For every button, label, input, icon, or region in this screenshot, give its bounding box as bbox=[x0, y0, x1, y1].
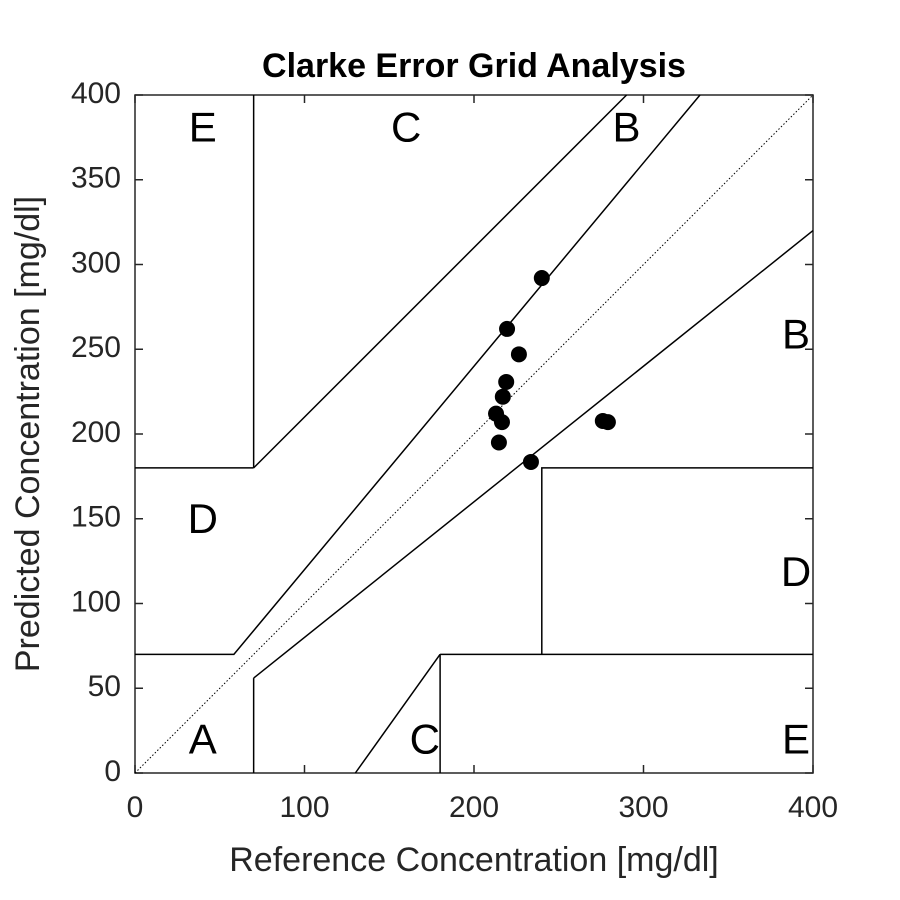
y-tick-label: 150 bbox=[71, 501, 121, 534]
data-point bbox=[498, 373, 515, 390]
zone-boundary bbox=[135, 94, 701, 656]
y-tick-label: 100 bbox=[71, 585, 121, 618]
data-point bbox=[499, 320, 516, 337]
y-tick-label: 250 bbox=[71, 331, 121, 364]
data-point bbox=[599, 414, 616, 431]
data-point bbox=[510, 346, 527, 363]
zone-label: C bbox=[410, 716, 440, 763]
x-tick-label: 100 bbox=[279, 791, 329, 824]
y-tick-label: 50 bbox=[88, 670, 121, 703]
y-tick-label: 300 bbox=[71, 246, 121, 279]
zone-boundary bbox=[354, 653, 441, 774]
data-point bbox=[493, 414, 510, 431]
x-tick-label: 400 bbox=[788, 791, 838, 824]
zone-label: E bbox=[782, 716, 810, 763]
zone-label: D bbox=[781, 548, 811, 595]
zone-label: B bbox=[782, 310, 810, 357]
x-tick-label: 0 bbox=[127, 791, 144, 824]
y-tick-label: 0 bbox=[104, 755, 121, 788]
zone-label: B bbox=[613, 104, 641, 151]
zone-label: C bbox=[391, 104, 421, 151]
y-tick-label: 200 bbox=[71, 416, 121, 449]
data-point bbox=[490, 434, 507, 451]
zone-boundary bbox=[541, 467, 813, 655]
x-tick-label: 300 bbox=[618, 791, 668, 824]
chart-title: Clarke Error Grid Analysis bbox=[262, 47, 686, 85]
data-point bbox=[494, 388, 511, 405]
data-point bbox=[522, 453, 539, 470]
zone-label: A bbox=[189, 716, 217, 763]
zone-label: D bbox=[188, 495, 218, 542]
x-axis-label: Reference Concentration [mg/dl] bbox=[229, 841, 718, 879]
zone-boundary bbox=[253, 94, 628, 469]
y-axis-label: Predicted Concentration [mg/dl] bbox=[9, 196, 47, 672]
y-tick-label: 400 bbox=[71, 77, 121, 110]
y-tick-label: 350 bbox=[71, 162, 121, 195]
identity-line bbox=[134, 94, 814, 774]
zone-label: E bbox=[189, 104, 217, 151]
x-tick-label: 200 bbox=[449, 791, 499, 824]
data-point bbox=[533, 270, 550, 287]
